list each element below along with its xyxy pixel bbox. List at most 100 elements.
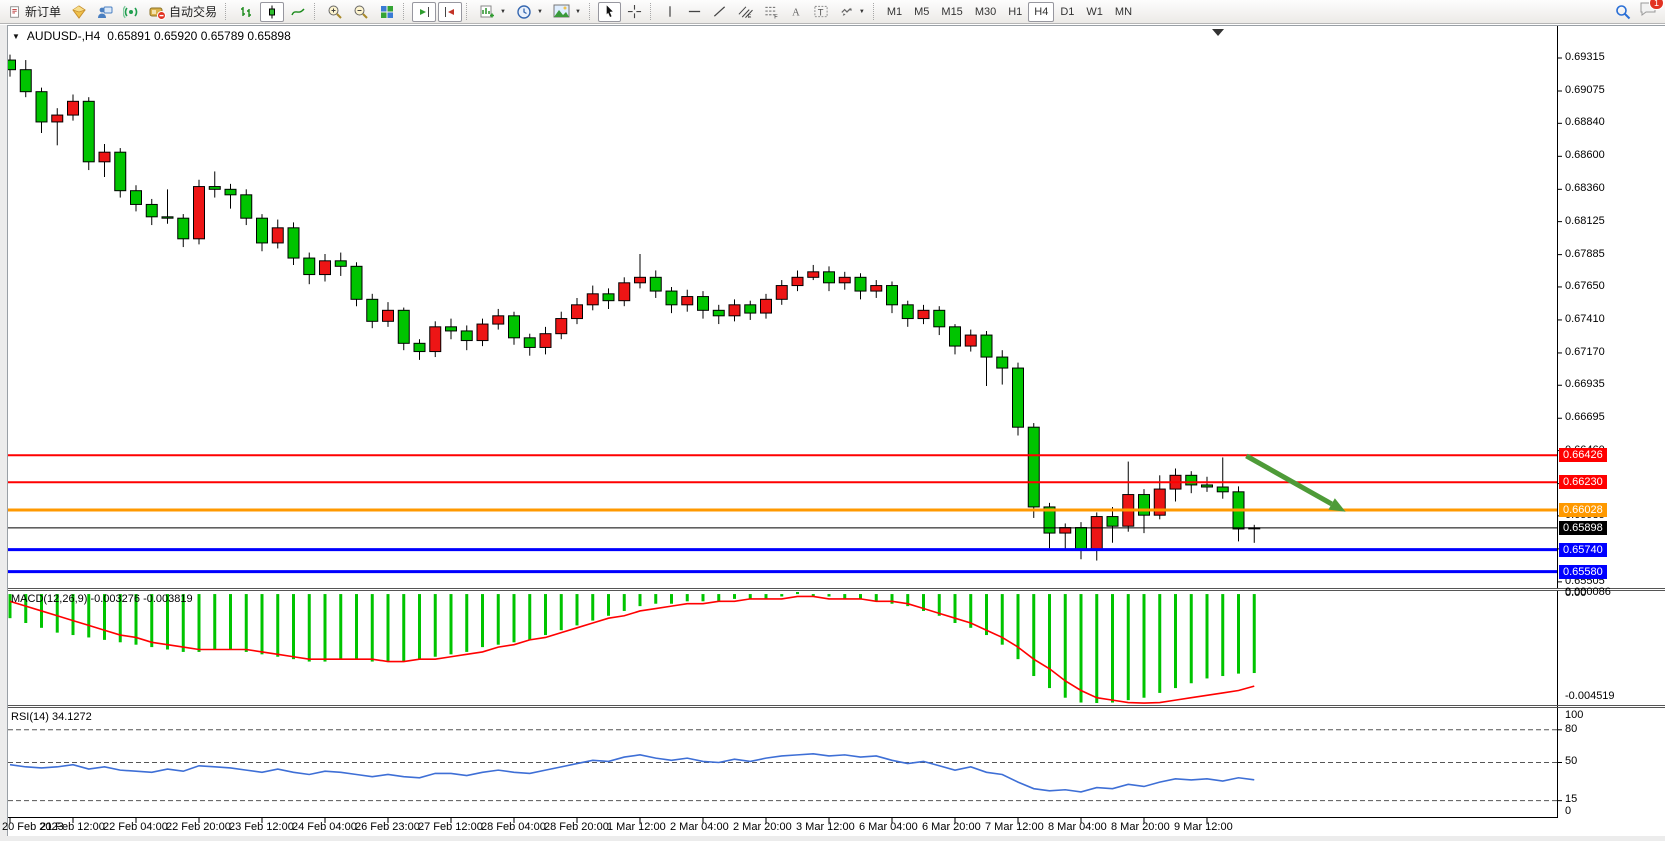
y-axis-tick-label: 0.67410	[1565, 312, 1605, 325]
svg-text:E: E	[748, 14, 752, 19]
crosshair-button[interactable]	[623, 2, 646, 22]
symbol-dropdown-icon[interactable]: ▼	[12, 31, 20, 41]
y-axis-tick-label: 0.68840	[1565, 116, 1605, 129]
tab-timeframe-m30[interactable]: M30	[974, 5, 997, 18]
vertical-line-icon	[669, 6, 671, 17]
tab-timeframe-h4[interactable]: H4	[1028, 1, 1055, 22]
tile-windows-button[interactable]	[375, 2, 399, 22]
new-chart-button[interactable]: ▼	[475, 2, 510, 22]
tab-timeframe-d1[interactable]: D1	[1060, 5, 1075, 18]
zoom-out-icon	[354, 5, 368, 19]
text-button[interactable]: A	[785, 2, 807, 22]
auto-scroll-button[interactable]	[412, 1, 437, 22]
trendline-button[interactable]	[708, 2, 731, 22]
toolbar-separator	[872, 3, 878, 20]
y-axis-tick-label: 0.68600	[1565, 149, 1605, 162]
rsi-scale-0: 0	[1565, 805, 1572, 817]
arrows-icon	[841, 7, 852, 16]
chart-shift-icon	[445, 6, 455, 17]
x-axis-label: 8 Mar 20:00	[1111, 821, 1170, 833]
toolbar: 新订单 自动交易 ▼ ▼	[0, 0, 1665, 24]
y-axis-tick-label: 0.68125	[1565, 214, 1605, 227]
y-axis-tick-label: 0.69315	[1565, 51, 1605, 63]
chart-ohlc-values: 0.65891 0.65920 0.65789 0.65898	[107, 29, 291, 43]
fibonacci-button[interactable]: F	[759, 2, 783, 22]
search-icon[interactable]	[1615, 4, 1631, 20]
macd-indicator-label: MACD(12,26,9) -0.003276 -0.003819	[11, 593, 193, 605]
price-line-label: 0.65580	[1559, 564, 1607, 579]
arrows-button[interactable]: ▼	[835, 2, 869, 22]
cursor-button[interactable]	[597, 1, 621, 22]
auto-trading-icon	[149, 7, 167, 20]
vps-person-icon	[98, 6, 113, 18]
new-order-button[interactable]: 新订单	[4, 2, 65, 22]
fibonacci-icon: F	[765, 6, 778, 19]
toolbar-separator	[314, 3, 319, 20]
mql5-community-button[interactable]	[67, 2, 91, 22]
tab-timeframe-m1[interactable]: M1	[886, 5, 903, 18]
new-order-label: 新订单	[25, 5, 62, 19]
x-axis-label: 3 Mar 12:00	[796, 821, 855, 833]
rsi-scale-50: 50	[1565, 755, 1578, 767]
tab-timeframe-h1[interactable]: H1	[1008, 5, 1023, 18]
toolbar-separator	[649, 3, 655, 20]
dropdown-caret-icon: ▼	[536, 8, 543, 15]
candlestick-chart-button[interactable]	[260, 1, 285, 22]
chart-template-button[interactable]: ▼	[549, 2, 585, 22]
periods-button[interactable]: ▼	[512, 2, 547, 22]
tab-timeframe-m15[interactable]: M15	[941, 5, 963, 18]
bar-chart-button[interactable]	[234, 2, 258, 22]
equidistant-channel-button[interactable]: E	[733, 2, 757, 22]
notification-badge: 1	[1648, 0, 1664, 10]
text-label-icon: T	[814, 5, 828, 17]
signals-button[interactable]	[119, 2, 143, 22]
window-left-edge	[0, 25, 8, 836]
y-axis-tick-label: 0.68360	[1565, 182, 1605, 195]
bar-chart-icon	[241, 6, 252, 17]
x-axis-label: 24 Feb 04:00	[292, 821, 357, 833]
vps-button[interactable]	[93, 2, 117, 22]
x-axis-label: 21 Feb 12:00	[40, 821, 105, 833]
y-axis-tick-label: 0.66935	[1565, 378, 1605, 391]
tile-windows-icon	[381, 5, 394, 18]
price-line-label: 0.66426	[1559, 448, 1607, 463]
chart-symbol-title: AUDUSD-,H4	[26, 29, 101, 43]
x-axis-label: 28 Feb 04:00	[481, 821, 546, 833]
line-chart-icon	[291, 8, 305, 15]
macd-scale-bottom: -0.004519	[1565, 690, 1615, 702]
auto-trading-button[interactable]: 自动交易	[145, 2, 221, 22]
tab-timeframe-w1[interactable]: W1	[1086, 5, 1103, 18]
horizontal-line-button[interactable]	[683, 2, 706, 22]
clock-icon	[517, 4, 531, 19]
svg-text:A: A	[792, 7, 800, 18]
vertical-line-button[interactable]	[659, 2, 681, 22]
dropdown-caret-icon: ▼	[574, 8, 581, 15]
price-line-label: 0.66028	[1559, 502, 1607, 517]
cursor-icon	[606, 5, 613, 17]
zoom-out-button[interactable]	[349, 2, 373, 22]
x-axis-label: 7 Mar 12:00	[985, 821, 1044, 833]
window-bottom-edge	[0, 836, 1665, 841]
candlestick-icon	[269, 5, 276, 18]
dropdown-caret-icon: ▼	[858, 8, 865, 15]
x-axis-label: 2 Mar 20:00	[733, 821, 792, 833]
auto-trading-label: 自动交易	[169, 5, 218, 19]
notifications-button[interactable]: 1	[1639, 0, 1664, 22]
x-axis-label: 27 Feb 12:00	[418, 821, 483, 833]
x-axis-label: 20 Feb 2023	[2, 821, 64, 833]
trendline-icon	[713, 6, 725, 17]
chart-shift-button[interactable]	[438, 1, 463, 22]
tab-timeframe-m5[interactable]: M5	[914, 5, 930, 18]
toolbar-separator	[403, 3, 408, 20]
y-axis-tick-label: 0.67650	[1565, 279, 1605, 292]
new-chart-icon	[480, 5, 495, 17]
zoom-in-button[interactable]	[323, 2, 347, 22]
y-axis-tick-label: 0.67885	[1565, 247, 1605, 260]
x-axis-label: 23 Feb 12:00	[229, 821, 294, 833]
line-chart-button[interactable]	[286, 2, 310, 22]
tab-timeframe-mn[interactable]: MN	[1114, 5, 1133, 18]
zoom-in-icon	[328, 5, 342, 19]
y-axis-tick-label: 0.67170	[1565, 345, 1605, 358]
text-label-button[interactable]: T	[809, 2, 833, 22]
